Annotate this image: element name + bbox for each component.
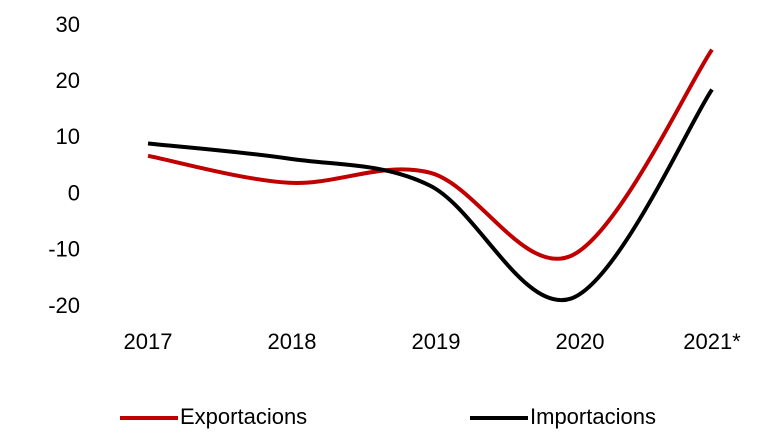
legend-label: Exportacions <box>180 404 307 429</box>
x-tick-label: 2021* <box>683 329 741 354</box>
x-tick-label: 2019 <box>412 329 461 354</box>
data-line <box>147 88 714 303</box>
y-tick-label: -20 <box>48 293 80 318</box>
x-tick-label: 2017 <box>124 329 173 354</box>
legend-label: Importacions <box>530 404 656 429</box>
y-tick-label: 0 <box>68 180 80 205</box>
x-tick-label: 2020 <box>556 329 605 354</box>
y-tick-label: 30 <box>56 12 80 37</box>
y-tick-label: -10 <box>48 237 80 262</box>
y-tick-label: 10 <box>56 124 80 149</box>
y-tick-label: 20 <box>56 68 80 93</box>
x-tick-label: 2018 <box>268 329 317 354</box>
data-line <box>147 48 714 261</box>
